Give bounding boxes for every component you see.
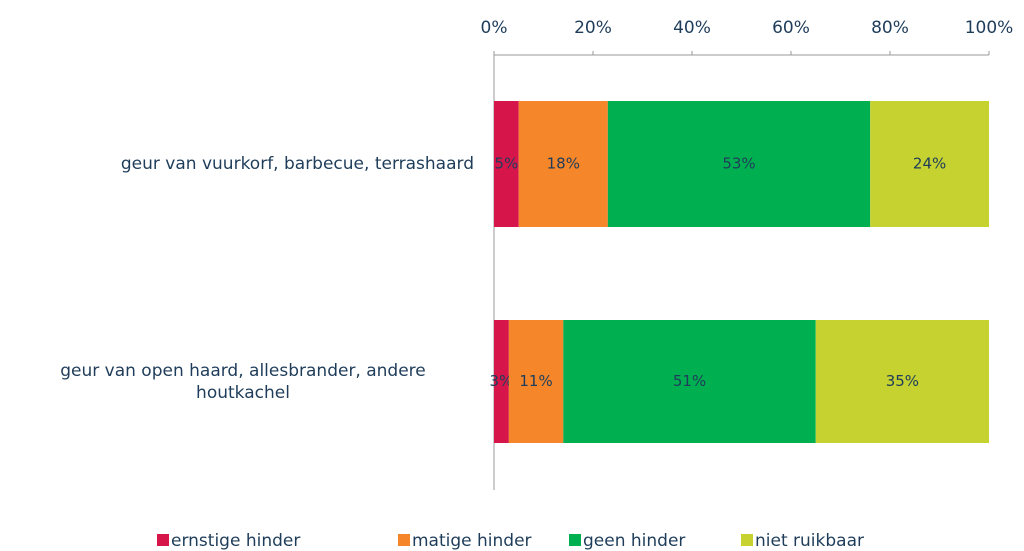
bar-segment [518,101,608,227]
value-label: 24% [913,155,946,173]
bar-segment [494,101,519,227]
value-label: 18% [547,155,580,173]
value-label: 5% [494,155,518,173]
bar-segment [494,320,509,443]
legend-label: niet ruikbaar [755,531,864,551]
bar-segment [870,101,989,227]
legend-swatch [741,534,753,546]
value-label: 11% [519,372,552,390]
bar-segment [607,101,871,227]
x-tick-label: 60% [772,18,810,38]
legend-swatch [157,534,169,546]
x-tick-label: 80% [871,18,909,38]
value-label: 51% [673,372,706,390]
legend-swatch [398,534,410,546]
value-label: 53% [722,155,755,173]
value-label: 3% [490,372,514,390]
legend-swatch [569,534,581,546]
x-tick-label: 0% [481,18,508,38]
x-tick-label: 40% [673,18,711,38]
legend-label: matige hinder [412,531,532,551]
legend-label: ernstige hinder [171,531,300,551]
category-label: geur van vuurkorf, barbecue, terrashaard [120,154,474,174]
bar-segment [508,320,564,443]
category-label: geur van open haard, allesbrander, ander… [60,360,426,403]
x-tick-label: 20% [574,18,612,38]
x-tick-label: 100% [965,18,1014,38]
legend-label: geen hinder [583,531,685,551]
bar-segment [563,320,816,443]
value-label: 35% [886,372,919,390]
bar-segment [815,320,989,443]
